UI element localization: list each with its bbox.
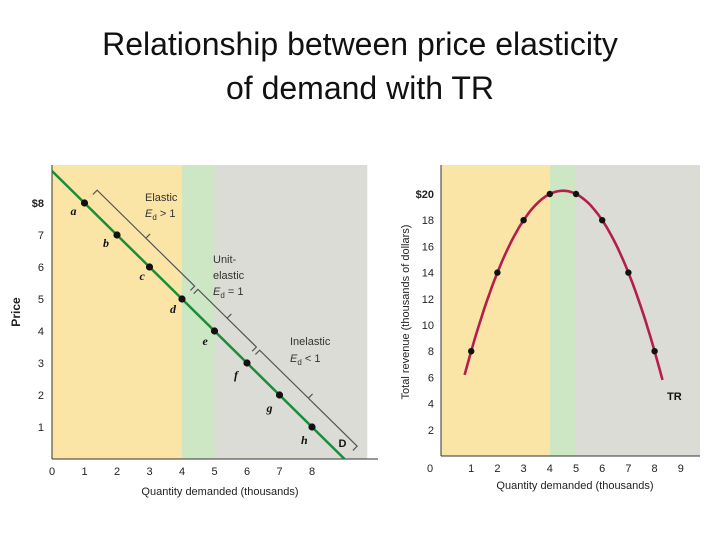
y-tick-label: 2 (38, 390, 44, 402)
x-tick-label: 1 (468, 463, 474, 475)
y-tick-label: 18 (422, 215, 434, 227)
x-tick-label: 7 (625, 463, 631, 475)
inelastic-zone (214, 165, 368, 459)
x-axis-title: Quantity demanded (thousands) (141, 486, 298, 498)
tr-curve-label: TR (667, 391, 682, 403)
y-tick-label: 10 (422, 320, 434, 332)
y-tick-label: 3 (38, 358, 44, 370)
tr-point (468, 348, 475, 355)
x-tick-label: 6 (599, 463, 605, 475)
tr-point (520, 217, 527, 224)
tr-point (625, 269, 632, 276)
demand-point (80, 199, 89, 207)
unit-elastic-ed-label: Ed = 1 (213, 286, 243, 300)
demand-point-label: h (301, 433, 308, 447)
x-tick-label: 3 (146, 466, 152, 478)
x-tick-label: 8 (652, 463, 658, 475)
demand-line (51, 170, 346, 460)
tr-point (572, 190, 580, 198)
x-tick-label: 4 (547, 463, 553, 475)
tr-point (546, 190, 553, 198)
demand-point-label: e (203, 334, 209, 348)
unit-elastic-label-1: Unit- (213, 254, 237, 266)
y-tick-label: 16 (422, 241, 434, 253)
slide-title-line-1: Relationship between price elasticity (102, 26, 618, 62)
demand-point-label: d (170, 302, 177, 316)
x-axis-title: Quantity demanded (thousands) (496, 480, 653, 492)
demand-point (243, 359, 251, 367)
demand-point (178, 295, 186, 303)
y-tick-label: 6 (38, 262, 44, 274)
y-tick-label: $8 (32, 198, 44, 210)
x-tick-label: 5 (211, 466, 217, 478)
demand-point (308, 423, 316, 431)
demand-point-label: b (103, 236, 109, 250)
demand-point-label: c (140, 269, 146, 283)
y-tick-label: $20 (416, 189, 434, 201)
demand-point (210, 327, 219, 335)
unit-elastic-zone (182, 165, 215, 459)
unit-elastic-zone (549, 165, 576, 456)
elastic-zone (52, 165, 182, 459)
x-tick-label: 0 (49, 466, 55, 478)
tr-point (651, 348, 658, 355)
y-tick-label: 1 (38, 422, 44, 434)
elastic-zone (441, 165, 550, 456)
y-axis-title: Price (9, 297, 23, 327)
y-tick-label: 4 (428, 399, 434, 411)
y-tick-label: 5 (38, 294, 44, 306)
x-tick-label: 2 (114, 466, 120, 478)
tr-point (599, 217, 606, 224)
slide-title-line-2: of demand with TR (226, 70, 494, 106)
x-tick-label: 1 (81, 466, 87, 478)
x-tick-label: 0 (427, 463, 433, 475)
y-axis-title: Total revenue (thousands of dollars) (400, 225, 412, 400)
demand-curve-label: D (339, 438, 347, 450)
x-tick-label: 4 (179, 466, 185, 478)
x-tick-label: 2 (494, 463, 500, 475)
demand-point (145, 263, 154, 271)
demand-point (275, 391, 284, 399)
unit-elastic-brace (193, 288, 258, 352)
y-tick-label: 12 (422, 294, 434, 306)
demand-point-label: g (266, 401, 273, 415)
unit-elastic-label-2: elastic (213, 270, 245, 282)
inelastic-ed-label: Ed < 1 (290, 353, 320, 367)
x-tick-label: 6 (244, 466, 250, 478)
elastic-brace (92, 189, 196, 291)
inelastic-label: Inelastic (290, 336, 331, 348)
elastic-label: Elastic (145, 192, 178, 204)
elastic-ed-label: Ed > 1 (145, 208, 175, 222)
y-tick-label: 14 (422, 268, 434, 280)
demand-point-label: a (71, 204, 77, 218)
x-tick-label: 5 (573, 463, 579, 475)
demand-point (113, 231, 121, 239)
demand-point-label: f (234, 368, 239, 382)
x-tick-label: 7 (276, 466, 282, 478)
inelastic-brace (254, 349, 358, 451)
x-tick-label: 8 (309, 466, 315, 478)
y-tick-label: 7 (38, 230, 44, 242)
y-tick-label: 2 (428, 425, 434, 437)
y-tick-label: 6 (428, 372, 434, 384)
x-tick-label: 3 (521, 463, 527, 475)
slide-title: Relationship between price elasticity of… (40, 22, 680, 110)
tr-point (494, 269, 501, 276)
x-tick-label: 9 (678, 463, 684, 475)
y-tick-label: 8 (428, 346, 434, 358)
demand-chart: D 1 2 3 4 5 6 7 $8 0 1 2 3 4 5 6 7 8 Quantity demanded (th… (9, 165, 378, 498)
y-tick-label: 4 (38, 326, 44, 338)
